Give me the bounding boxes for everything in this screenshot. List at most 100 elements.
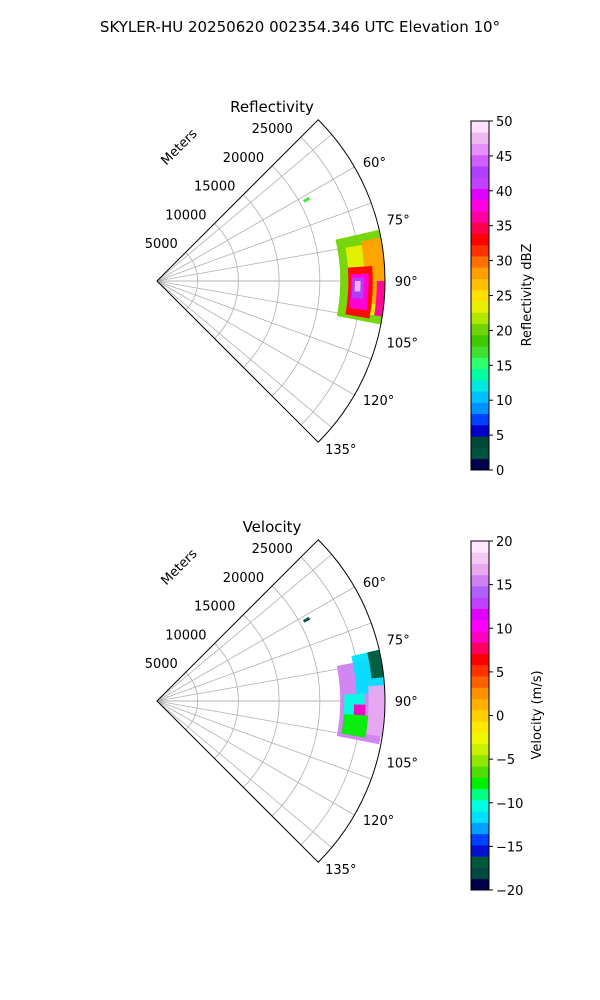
colorbar-tick-label: −5 <box>496 753 515 768</box>
colorbar-tick-label: −10 <box>496 797 523 812</box>
spoke-gridline <box>156 280 355 396</box>
echo-region <box>341 714 369 738</box>
reflectivity-colorbar: 0 5 10 15 20 25 30 35 40 45 50 <box>470 115 513 479</box>
colorbar-tick-label: 20 <box>496 535 513 550</box>
colorbar-segment <box>471 574 489 587</box>
colorbar-segment <box>471 289 489 302</box>
colorbar-segment <box>471 436 489 448</box>
spoke-gridline <box>156 622 372 702</box>
range-tick-label: 10000 <box>165 628 206 643</box>
colorbar-segment <box>471 323 489 336</box>
colorbar-segment <box>471 199 489 212</box>
colorbar-segment <box>471 357 489 370</box>
colorbar-tick-label: 35 <box>496 220 513 235</box>
echo-region <box>302 196 311 203</box>
reflectivity-sector: 5000 10000 15000 20000 25000 60° 75° 90° 105° 120… <box>145 119 418 458</box>
colorbar-tick-label: 25 <box>496 290 513 305</box>
colorbar-segment <box>471 552 489 564</box>
echo-region <box>354 281 361 292</box>
range-tick-label: 15000 <box>194 600 235 615</box>
colorbar-segment <box>471 233 489 246</box>
velocity-colorbar-label: Velocity (m/s) <box>530 670 545 759</box>
colorbar-segment <box>471 777 489 790</box>
reflectivity-title: Reflectivity <box>230 98 314 116</box>
colorbar-segment <box>471 856 489 868</box>
colorbar-segment <box>471 368 489 381</box>
colorbar-tick-label: 5 <box>496 429 504 444</box>
azimuth-tick-label: 120° <box>363 394 394 409</box>
colorbar-segment <box>471 188 489 201</box>
colorbar-segment <box>471 709 489 722</box>
colorbar-segment <box>471 597 489 609</box>
velocity-range-axis-label: Meters <box>159 546 201 588</box>
colorbar-segment <box>471 619 489 632</box>
velocity-colorbar: −20 −15 −10 −5 0 5 10 15 20 <box>470 535 523 899</box>
colorbar-segment <box>471 878 489 891</box>
colorbar-segment <box>471 698 489 711</box>
colorbar-segment <box>471 424 489 437</box>
colorbar-segment <box>471 867 489 880</box>
range-ring <box>243 614 280 788</box>
colorbar-segment <box>471 177 489 189</box>
colorbar-tick-label: −20 <box>496 884 523 899</box>
echo-region <box>367 649 384 679</box>
colorbar-segment <box>471 664 489 677</box>
velocity-title: Velocity <box>243 518 302 536</box>
colorbar-tick-label: 40 <box>496 185 513 200</box>
range-ring <box>271 165 321 397</box>
range-tick-label: 25000 <box>252 122 293 137</box>
colorbar-segment <box>471 267 489 280</box>
colorbar-tick-label: 20 <box>496 324 513 339</box>
colorbar-segment <box>471 391 489 403</box>
colorbar-tick-label: 0 <box>496 710 504 725</box>
colorbar-segment <box>471 833 489 846</box>
colorbar-segment <box>471 458 489 471</box>
azimuth-tick-label: 105° <box>387 337 418 352</box>
colorbar-segment <box>471 278 489 291</box>
velocity-sector: 5000 10000 15000 20000 25000 60° 75° 90° 105° 120… <box>145 539 418 878</box>
colorbar-segment <box>471 687 489 700</box>
colorbar-segment <box>471 166 489 178</box>
colorbar-segment <box>471 132 489 144</box>
colorbar-segment <box>471 586 489 598</box>
range-tick-label: 15000 <box>194 180 235 195</box>
colorbar-segment <box>471 244 489 257</box>
colorbar-segment <box>471 379 489 392</box>
colorbar-segment <box>471 822 489 835</box>
reflectivity-colorbar-label: Reflectivity dBZ <box>520 244 535 347</box>
colorbar-segment <box>471 143 489 156</box>
azimuth-tick-label: 135° <box>325 443 356 458</box>
reflectivity-panel: Reflectivity Meters 5000 10000 15000 20000 2… <box>145 98 535 479</box>
colorbar-segment <box>471 402 489 415</box>
colorbar-segment <box>471 721 489 733</box>
azimuth-tick-label: 90° <box>395 695 418 710</box>
colorbar-segment <box>471 154 489 167</box>
colorbar-segment <box>471 631 489 643</box>
colorbar-segment <box>471 312 489 325</box>
sector-outline <box>156 119 386 443</box>
colorbar-segment <box>471 563 489 576</box>
colorbar-tick-label: 30 <box>496 255 513 270</box>
colorbar-tick-label: −15 <box>496 840 523 855</box>
colorbar-segment <box>471 222 489 234</box>
range-tick-label: 5000 <box>145 657 178 672</box>
range-ring <box>185 251 199 311</box>
range-ring <box>185 671 199 731</box>
colorbar-segment <box>471 121 489 133</box>
colorbar-segment <box>471 732 489 745</box>
azimuth-tick-label: 60° <box>363 156 386 171</box>
velocity-panel: Velocity Meters 5000 10000 15000 20000 25000… <box>145 518 545 899</box>
echo-region <box>353 704 366 716</box>
colorbar-segment <box>471 743 489 756</box>
spoke-gridline <box>156 700 332 848</box>
azimuth-tick-label: 60° <box>363 576 386 591</box>
azimuth-tick-label: 135° <box>325 863 356 878</box>
colorbar-segment <box>471 642 489 654</box>
spoke-gridline <box>156 280 332 428</box>
colorbar-tick-label: 15 <box>496 359 513 374</box>
colorbar-segment <box>471 766 489 778</box>
colorbar-tick-label: 0 <box>496 464 504 479</box>
spoke-gridline <box>156 134 332 282</box>
echo-region <box>374 281 385 317</box>
colorbar-tick-label: 15 <box>496 579 513 594</box>
